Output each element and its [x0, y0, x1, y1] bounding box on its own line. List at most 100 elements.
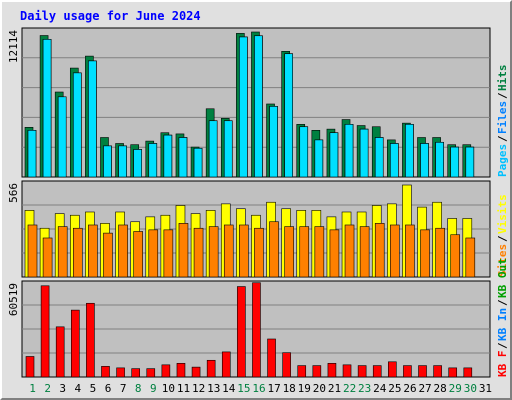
x-tick-label: 31	[479, 382, 492, 395]
kb-bar	[131, 368, 140, 378]
legend-separator: /	[496, 92, 509, 99]
sites-bar	[223, 224, 234, 278]
pages-bar	[450, 146, 460, 178]
x-tick-label: 19	[298, 382, 311, 395]
x-tick-label: 15	[237, 382, 250, 395]
y-max-label: 60519	[7, 283, 20, 316]
kb-bar	[86, 302, 95, 378]
pages-bar	[405, 124, 414, 178]
legend-separator: /	[496, 299, 509, 306]
sites-bar	[359, 226, 370, 278]
kb-bar	[388, 361, 397, 378]
legend-separator: /	[496, 135, 509, 142]
legend-kb-out: KB Out	[496, 258, 509, 298]
kb-bar	[327, 363, 337, 378]
pages-bar	[103, 145, 112, 178]
sites-bar	[450, 234, 461, 278]
sites-bar	[390, 224, 400, 278]
sites-bar	[178, 223, 189, 278]
x-tick-label: 16	[252, 382, 265, 395]
sites-bar	[405, 224, 415, 278]
x-tick-label: 17	[267, 382, 280, 395]
sites-bar	[57, 226, 68, 278]
sites-bar	[103, 232, 113, 278]
x-tick-label: 6	[105, 382, 112, 395]
pages-bar	[148, 143, 158, 178]
pages-bar	[193, 147, 203, 178]
panel-2-bars	[24, 184, 476, 278]
legend-separator: /	[496, 235, 509, 242]
x-tick-label: 18	[283, 382, 296, 395]
legend-pages: Pages	[496, 144, 509, 177]
kb-bar	[206, 359, 216, 378]
x-tick-label: 12	[192, 382, 205, 395]
x-tick-label: 9	[150, 382, 157, 395]
kb-bar	[70, 309, 80, 378]
kb-bar	[252, 282, 261, 378]
x-tick-label: 23	[358, 382, 371, 395]
kb-bar	[176, 363, 186, 378]
y-max-label: 566	[7, 183, 20, 203]
sites-bar	[239, 224, 249, 278]
pages-bar	[299, 126, 309, 178]
x-tick-label: 24	[373, 382, 387, 395]
kb-bar	[357, 365, 367, 378]
x-tick-label: 3	[59, 382, 66, 395]
sites-bar	[329, 229, 340, 278]
x-tick-label: 25	[388, 382, 401, 395]
sites-bar	[420, 229, 430, 278]
kb-bar	[448, 367, 458, 378]
panel-3-legend: KB F/KB In/KB Out	[496, 258, 509, 377]
kb-bar	[25, 356, 35, 378]
pages-bar	[314, 139, 324, 178]
x-tick-label: 7	[120, 382, 127, 395]
sites-bar	[284, 226, 294, 278]
pages-bar	[269, 106, 278, 178]
sites-bar	[299, 226, 310, 278]
pages-bar	[435, 141, 444, 178]
x-tick-label: 2	[44, 382, 51, 395]
sites-bar	[72, 227, 83, 278]
pages-bar	[344, 124, 354, 178]
sites-bar	[254, 227, 264, 278]
pages-bar	[390, 143, 399, 178]
kb-bar	[297, 365, 307, 378]
pages-bar	[284, 53, 293, 178]
legend-kb-in: KB In	[496, 308, 509, 341]
kb-bar	[267, 338, 276, 378]
kb-bar	[342, 364, 352, 378]
x-tick-label: 10	[162, 382, 175, 395]
chart-title: Daily usage for June 2024	[20, 9, 201, 23]
kb-bar	[40, 285, 50, 378]
kb-bar	[282, 352, 291, 378]
kb-bar	[191, 366, 201, 378]
panel-1-bars	[24, 31, 475, 178]
x-tick-label: 13	[207, 382, 220, 395]
legend-sites: Sites	[496, 244, 509, 277]
kb-bar	[372, 365, 382, 378]
legend-visits: Visits	[496, 194, 509, 234]
x-tick-label: 21	[328, 382, 341, 395]
kb-bar	[221, 351, 231, 378]
kb-bar	[101, 366, 110, 378]
sites-bar	[27, 224, 38, 278]
x-tick-label: 4	[75, 382, 82, 395]
sites-bar	[133, 231, 143, 278]
x-tick-label: 11	[177, 382, 190, 395]
kb-bar	[418, 365, 427, 378]
kb-bar	[312, 365, 322, 378]
kb-bar	[116, 367, 125, 378]
pages-bar	[163, 134, 173, 178]
x-tick-label: 8	[135, 382, 142, 395]
legend-kb-f: KB F	[496, 351, 509, 378]
kb-bar	[403, 365, 412, 378]
pages-bar	[223, 120, 233, 178]
panel-3-bars	[25, 282, 473, 378]
pages-bar	[208, 120, 218, 178]
pages-bar	[420, 143, 429, 178]
x-tick-label: 20	[313, 382, 326, 395]
sites-bar	[314, 226, 325, 278]
